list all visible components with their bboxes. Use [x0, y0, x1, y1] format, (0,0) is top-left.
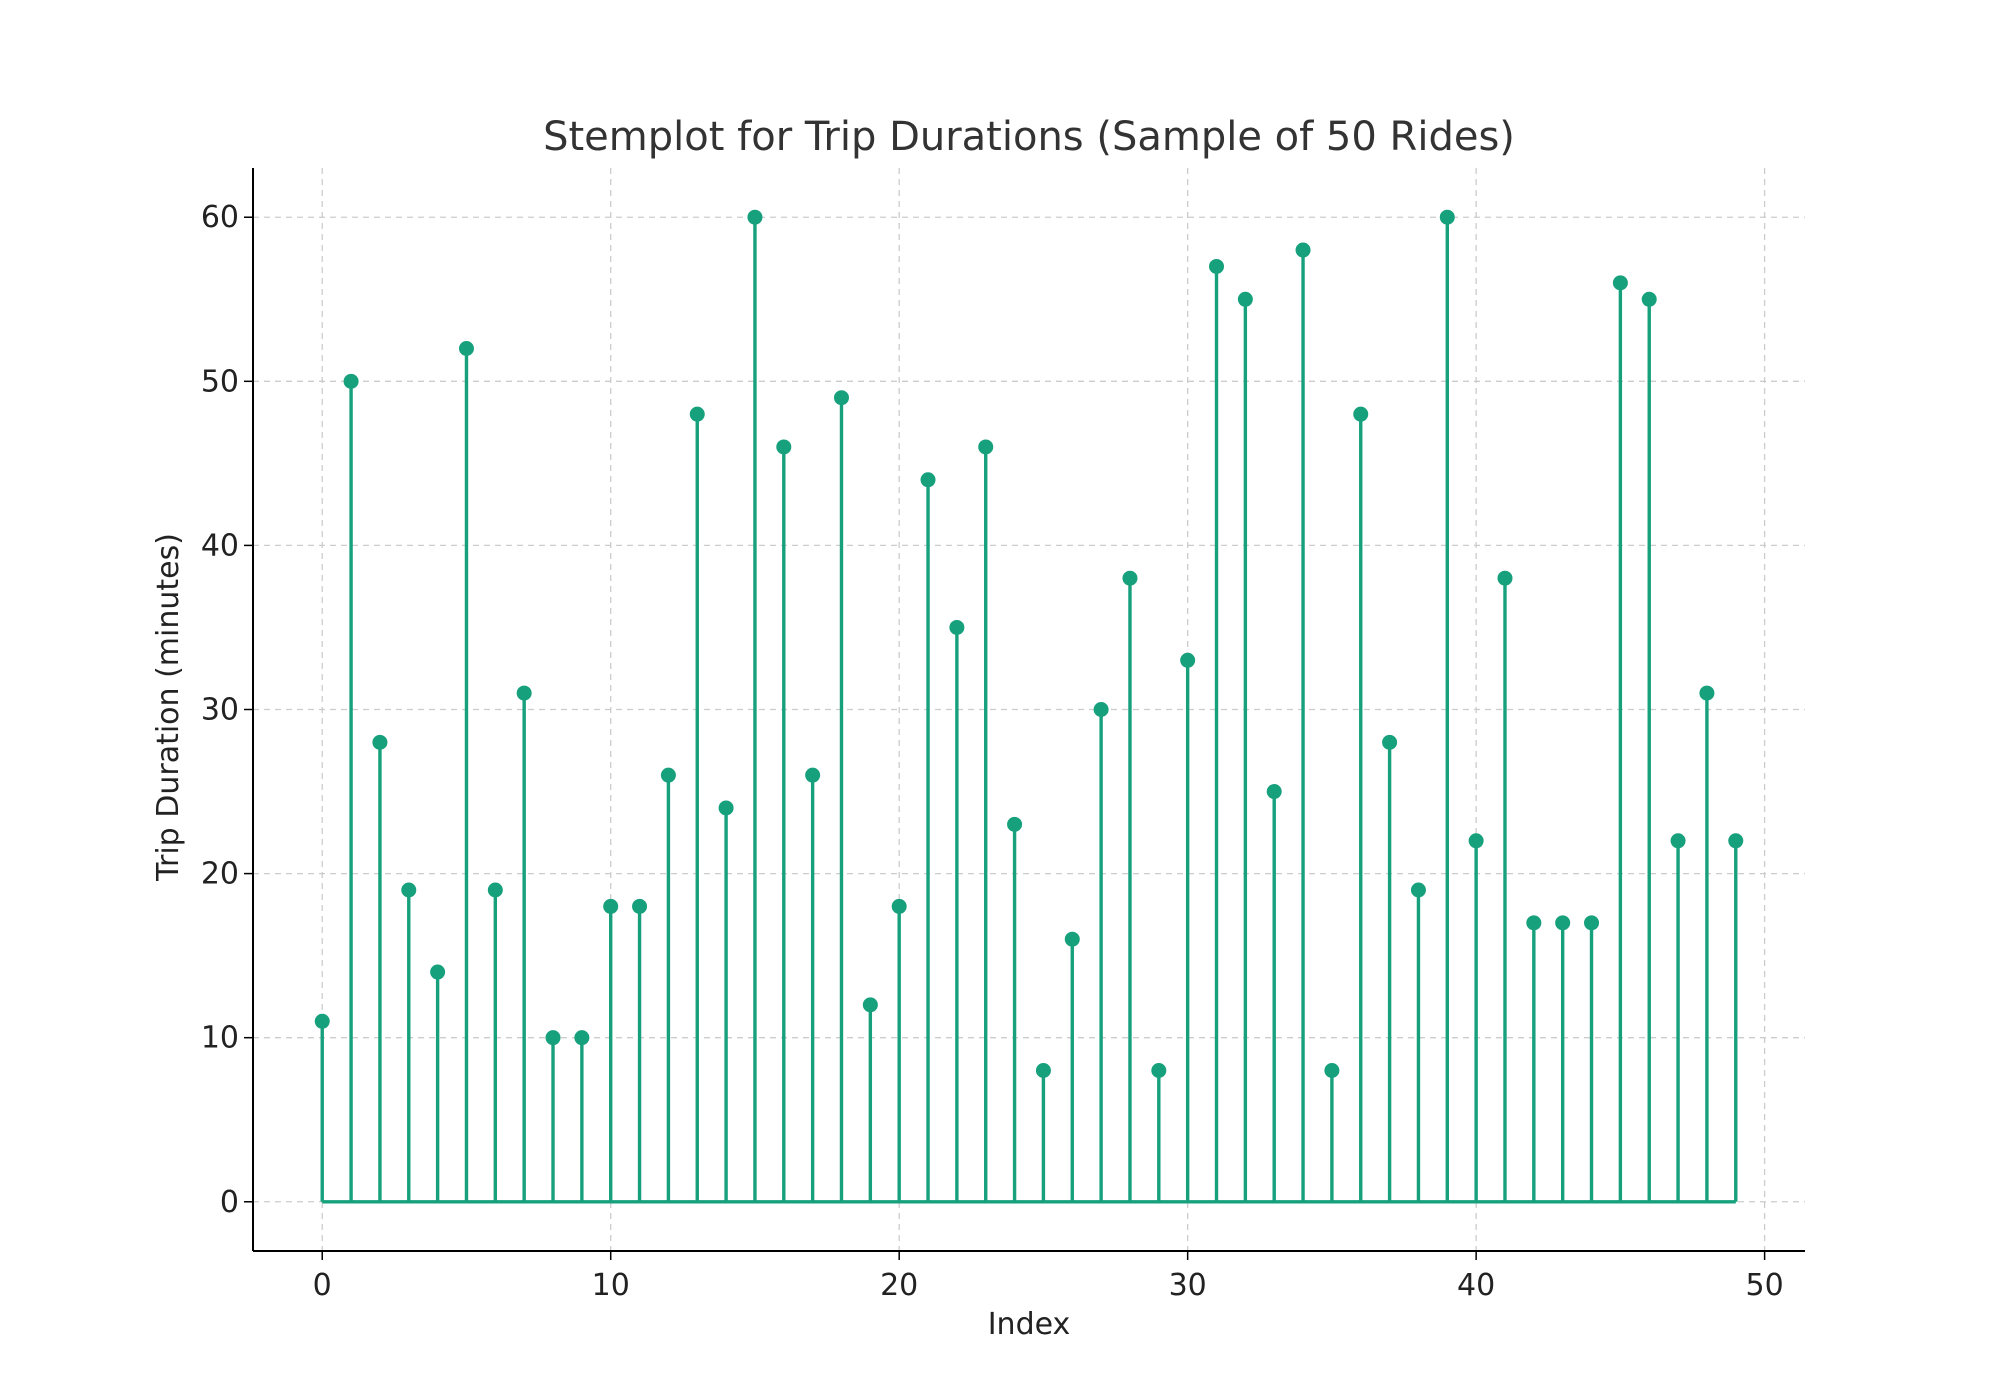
stem-marker — [1209, 258, 1225, 274]
stem-marker — [1728, 833, 1744, 849]
x-tick-label: 40 — [1457, 1268, 1495, 1303]
stem-marker — [1670, 833, 1686, 849]
stem-marker — [1612, 275, 1628, 291]
stems — [314, 209, 1744, 1204]
stem-marker — [660, 767, 676, 783]
stem-marker — [1122, 570, 1138, 586]
y-tick-label: 50 — [201, 364, 239, 399]
stem-marker — [1093, 702, 1109, 717]
x-tick-label: 30 — [1169, 1268, 1207, 1303]
stem-marker — [833, 390, 849, 406]
y-tick-label: 20 — [201, 857, 239, 892]
y-tick-label: 40 — [201, 528, 239, 563]
stem-marker — [978, 439, 994, 455]
stem-marker — [487, 882, 503, 898]
stem-marker — [1439, 209, 1455, 225]
stem-marker — [805, 767, 821, 783]
y-tick-label: 30 — [201, 693, 239, 728]
y-axis-label: Trip Duration (minutes) — [151, 533, 186, 882]
axes-spines — [252, 168, 1805, 1252]
stem-marker — [1180, 652, 1196, 668]
y-tick-label: 10 — [201, 1021, 239, 1056]
stem-marker — [776, 439, 792, 455]
grid — [253, 168, 1805, 1251]
stem-marker — [920, 472, 936, 488]
stem-marker — [1382, 734, 1398, 750]
stem-marker — [1699, 685, 1715, 701]
stem-marker — [1035, 1063, 1051, 1078]
stem-marker — [1237, 291, 1253, 307]
stem-marker — [862, 997, 878, 1013]
stem-marker — [314, 1013, 330, 1029]
stem-marker — [1526, 915, 1542, 931]
stem-marker — [1324, 1063, 1340, 1078]
stem-marker — [1007, 816, 1023, 832]
stem-marker — [1584, 915, 1600, 931]
y-tick-label: 0 — [220, 1185, 239, 1220]
x-tick-label: 0 — [313, 1268, 332, 1303]
stem-marker — [1410, 882, 1426, 898]
stem-marker — [718, 800, 734, 816]
x-tick-label: 10 — [592, 1268, 630, 1303]
axis-ticks: 0 10 20 30 40 50 0 10 20 30 40 50 60 — [201, 200, 1784, 1303]
stem-marker — [632, 898, 648, 914]
stem-marker — [1151, 1063, 1167, 1078]
stem-marker — [603, 898, 619, 914]
x-tick-label: 20 — [880, 1268, 918, 1303]
stem-marker — [372, 734, 388, 750]
x-tick-label: 50 — [1746, 1268, 1784, 1303]
chart-title: Stemplot for Trip Durations (Sample of 5… — [543, 114, 1515, 160]
y-tick-label: 60 — [201, 200, 239, 235]
stem-marker — [1555, 915, 1571, 931]
stem-marker — [1295, 242, 1311, 258]
stem-marker — [458, 341, 474, 356]
stem-marker — [1266, 784, 1282, 800]
x-axis-label: Index — [988, 1307, 1071, 1342]
stem-marker — [401, 882, 417, 898]
stem-marker — [1353, 406, 1369, 422]
stem-marker — [1497, 570, 1513, 586]
stem-marker — [689, 406, 705, 422]
stem-marker — [1468, 833, 1484, 849]
stem-marker — [545, 1030, 561, 1046]
stem-marker — [343, 373, 359, 389]
stem-marker — [1064, 931, 1080, 947]
stem-marker — [1641, 291, 1657, 307]
stem-marker — [949, 619, 965, 635]
stem-marker — [574, 1030, 590, 1046]
stem-marker — [430, 964, 446, 980]
stem-marker — [516, 685, 532, 701]
stem-marker — [891, 898, 907, 914]
stem-marker — [747, 209, 763, 225]
